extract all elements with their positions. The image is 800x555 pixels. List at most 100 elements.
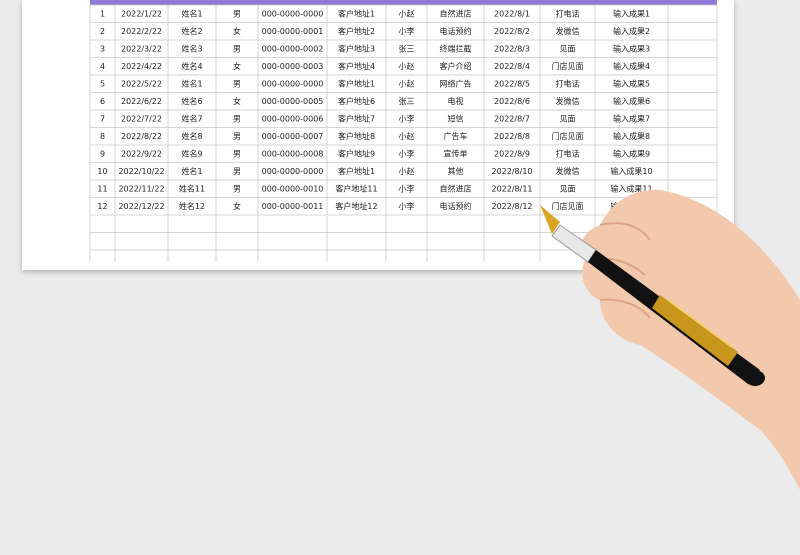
cell: 000-0000-0007: [262, 132, 324, 141]
cell: 客户地址1: [338, 78, 375, 88]
cell: 输入成果3: [613, 43, 650, 53]
cell: 2022/8/3: [494, 44, 530, 53]
cell: 2022/5/22: [121, 79, 162, 88]
cell: 11: [97, 184, 107, 193]
cell: 打电话: [556, 78, 580, 88]
cell: 输入成果9: [613, 148, 650, 158]
cell: 输入成果11: [610, 183, 652, 193]
cell: 男: [233, 9, 241, 18]
cell: 短信: [448, 113, 464, 123]
cell: 客户地址1: [338, 166, 375, 176]
cell: 2022/7/22: [121, 114, 162, 123]
cell: 000-0000-0000: [262, 79, 324, 88]
cell: 打电话: [556, 8, 580, 18]
cell: 000-0000-0010: [262, 184, 324, 193]
cell: 000-0000-0000: [262, 167, 324, 176]
cell: 电话预约: [440, 26, 472, 36]
cell: 男: [233, 79, 241, 88]
cell: 客户地址9: [338, 148, 375, 158]
cell: 自然进店: [440, 183, 472, 193]
cell: 姓名7: [181, 113, 202, 123]
cell: 000-0000-0005: [262, 97, 324, 106]
cell: 女: [233, 96, 241, 106]
cell: 输入成果10: [610, 166, 652, 176]
cell: 000-0000-0002: [262, 44, 324, 53]
cell: 2022/8/22: [121, 132, 162, 141]
cell: 2022/8/12: [491, 202, 532, 211]
cell: 客户地址4: [338, 61, 375, 71]
cell: 2022/1/22: [121, 9, 162, 18]
cell: 发微信: [556, 26, 580, 36]
cell: 输入成果2: [613, 26, 650, 36]
cell: 2022/6/22: [121, 97, 162, 106]
cell: 男: [233, 132, 241, 141]
cell: 2022/4/22: [121, 62, 162, 71]
cell: 姓名1: [181, 8, 202, 18]
cell: 姓名1: [181, 78, 202, 88]
cell: 姓名9: [181, 148, 202, 158]
cell: 4: [100, 62, 105, 71]
cell: 男: [233, 114, 241, 123]
cell: 见面: [560, 184, 576, 193]
cell: 1: [100, 9, 105, 18]
cell: 2022/2/22: [121, 27, 162, 36]
cell: 2022/8/7: [494, 114, 530, 123]
cell: 张三: [399, 44, 415, 53]
cell: 客户地址3: [338, 43, 375, 53]
cell: 见面: [560, 44, 576, 53]
cell: 姓名8: [181, 131, 202, 141]
cell: 2022/8/10: [491, 167, 532, 176]
cell: 小李: [399, 148, 415, 158]
cell: 男: [233, 184, 241, 193]
cell: 12: [97, 202, 107, 211]
cell: 见面: [560, 114, 576, 123]
cell: 小李: [399, 113, 415, 123]
cell: 输入成果5: [613, 78, 650, 88]
cell: 2022/8/9: [494, 149, 530, 158]
cell: 2022/8/8: [494, 132, 530, 141]
cell: 小赵: [399, 131, 415, 141]
cell: 小李: [399, 183, 415, 193]
cell: 张三: [399, 97, 415, 106]
cell: 5: [100, 79, 105, 88]
cell: 广告车: [444, 131, 468, 141]
cell: 姓名11: [179, 183, 205, 193]
cell: 输入成果6: [613, 96, 650, 106]
cell: 客户地址1: [338, 8, 375, 18]
cell: 2022/8/6: [494, 97, 530, 106]
cell: 000-0000-0001: [262, 27, 324, 36]
cell: 2022/8/4: [494, 62, 530, 71]
cell: 自然进店: [440, 8, 472, 18]
cells: 1 2022/1/22 姓名1 男 000-0000-0000 客户地址1 小赵 自然进店 20…: [97, 8, 652, 211]
cell: 小赵: [399, 78, 415, 88]
cell: 000-0000-0011: [262, 202, 324, 211]
cell: 2022/10/22: [118, 167, 164, 176]
cell: 2022/8/1: [494, 9, 530, 18]
cell: 门店见面: [552, 201, 584, 211]
cell: 输入成果4: [613, 61, 650, 71]
cell: 3: [100, 44, 105, 53]
cell: 男: [233, 149, 241, 158]
cell: 2022/9/22: [121, 149, 162, 158]
cell: 发微信: [556, 96, 580, 106]
header-strip: [90, 0, 717, 5]
cell: 电视: [448, 96, 464, 106]
cell: 输入成果7: [613, 113, 650, 123]
cell: 女: [233, 26, 241, 36]
cell: 男: [233, 167, 241, 176]
cell: 男: [233, 44, 241, 53]
cell: 小赵: [399, 166, 415, 176]
cell: 000-0000-0000: [262, 9, 324, 18]
cell: 女: [233, 61, 241, 71]
cell: 姓名2: [181, 26, 202, 36]
cell: 2022/3/22: [121, 44, 162, 53]
cell: 女: [233, 201, 241, 211]
cell: 发微信: [556, 166, 580, 176]
cell: 7: [100, 114, 105, 123]
cell: 小赵: [399, 8, 415, 18]
cell: 2: [100, 27, 105, 36]
cell: 8: [100, 132, 105, 141]
cell: 姓名3: [181, 43, 202, 53]
cell: 其他: [448, 166, 464, 176]
